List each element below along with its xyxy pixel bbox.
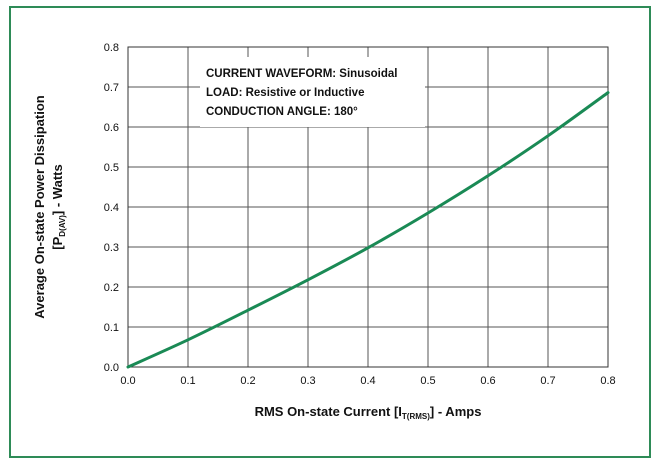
y-tick-label: 0.3 bbox=[104, 242, 119, 254]
x-tick-labels: 0.0 0.1 0.2 0.3 0.4 0.5 0.6 0.7 0.8 bbox=[120, 375, 615, 387]
y-tick-label: 0.0 bbox=[104, 362, 119, 374]
annotation-load: LOAD: Resistive or Inductive bbox=[206, 87, 364, 99]
x-tick-label: 0.0 bbox=[120, 375, 135, 387]
y-tick-label: 0.1 bbox=[104, 322, 119, 334]
x-axis-title: RMS On-state Current [IT(RMS)] - Amps bbox=[255, 404, 482, 421]
series-layer bbox=[126, 91, 610, 369]
x-tick-label: 0.5 bbox=[420, 375, 435, 387]
y-tick-labels: 0.0 0.1 0.2 0.3 0.4 0.5 0.6 0.7 0.8 bbox=[104, 42, 119, 374]
y-tick-label: 0.7 bbox=[104, 82, 119, 94]
x-tick-label: 0.8 bbox=[600, 375, 615, 387]
x-tick-label: 0.6 bbox=[480, 375, 495, 387]
annotation-background bbox=[200, 57, 425, 127]
y-tick-label: 0.4 bbox=[104, 202, 119, 214]
annotation-conduction-angle: CONDUCTION ANGLE: 180° bbox=[206, 106, 358, 118]
x-tick-label: 0.7 bbox=[540, 375, 555, 387]
y-tick-label: 0.2 bbox=[104, 282, 119, 294]
plot-border bbox=[127, 46, 609, 368]
x-tick-label: 0.1 bbox=[180, 375, 195, 387]
x-tick-label: 0.2 bbox=[240, 375, 255, 387]
y-tick-label: 0.6 bbox=[104, 122, 119, 134]
y-axis-title-line2: [PD(AV)] - Watts bbox=[50, 164, 67, 249]
y-axis-title-line1: Average On-state Power Dissipation bbox=[32, 95, 47, 319]
x-tick-label: 0.3 bbox=[300, 375, 315, 387]
annotation-waveform: CURRENT WAVEFORM: Sinusoidal bbox=[206, 68, 397, 80]
x-tick-label: 0.4 bbox=[360, 375, 375, 387]
series-line-0 bbox=[126, 91, 610, 369]
y-tick-label: 0.8 bbox=[104, 42, 119, 54]
y-tick-label: 0.5 bbox=[104, 162, 119, 174]
